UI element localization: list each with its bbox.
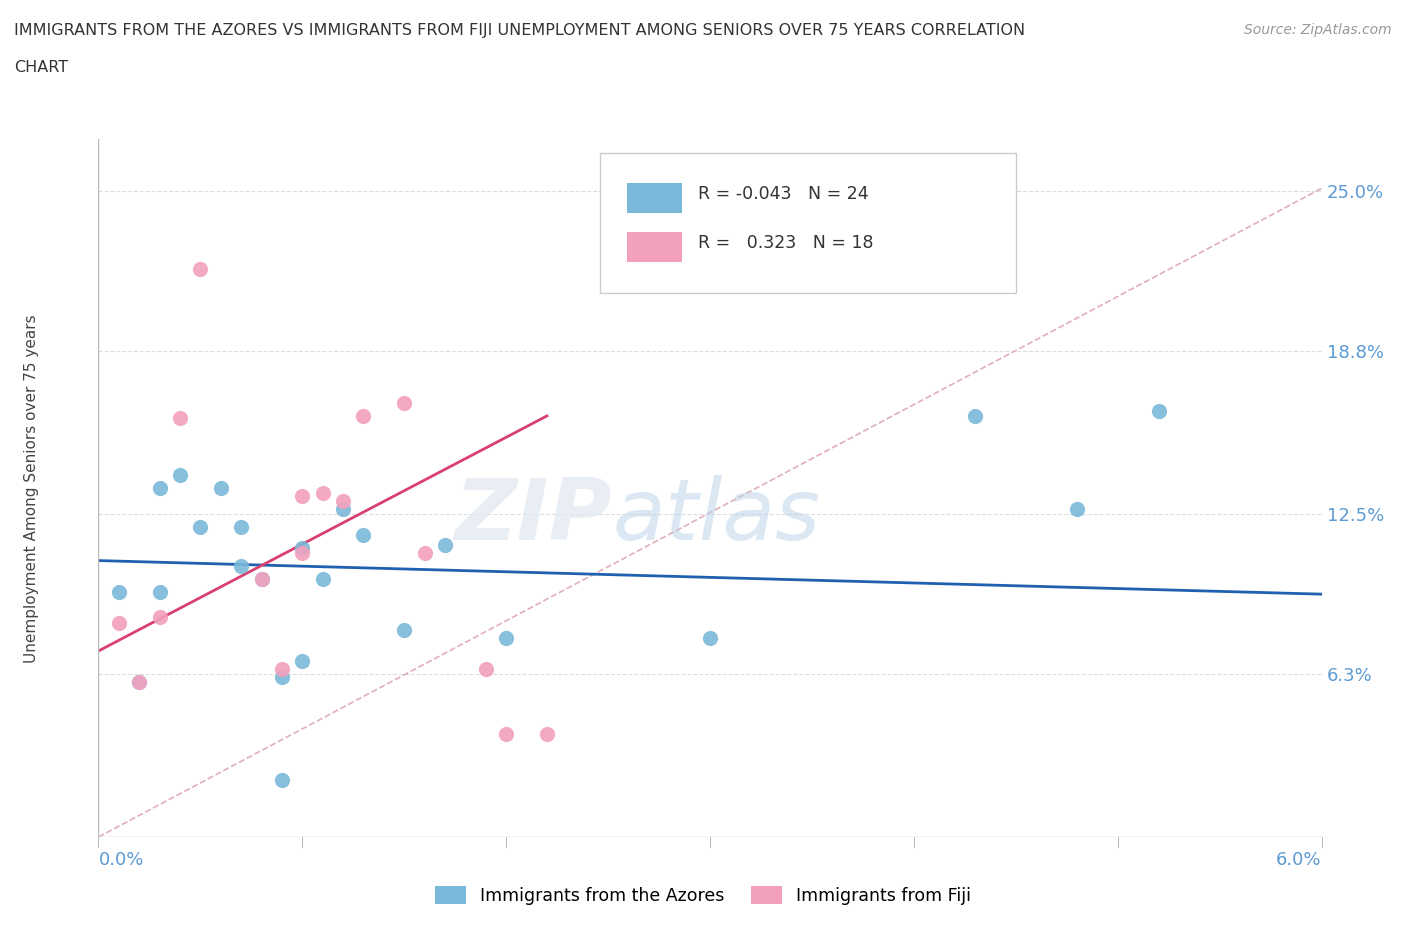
- Point: [1066, 501, 1088, 516]
- Point: [108, 615, 131, 630]
- Text: Source: ZipAtlas.com: Source: ZipAtlas.com: [1244, 23, 1392, 37]
- Point: [149, 584, 172, 599]
- Point: [250, 571, 273, 586]
- Point: [413, 545, 436, 560]
- Point: [169, 468, 191, 483]
- Text: Unemployment Among Seniors over 75 years: Unemployment Among Seniors over 75 years: [24, 314, 38, 662]
- Point: [188, 520, 212, 535]
- Point: [536, 726, 558, 741]
- Point: [209, 99, 232, 113]
- Point: [474, 661, 498, 676]
- Text: 6.0%: 6.0%: [1277, 851, 1322, 870]
- Point: [291, 540, 314, 555]
- Point: [291, 545, 314, 560]
- Point: [231, 520, 253, 535]
- Point: [291, 488, 314, 503]
- FancyBboxPatch shape: [627, 183, 682, 213]
- Point: [352, 527, 374, 542]
- Text: atlas: atlas: [612, 474, 820, 558]
- FancyBboxPatch shape: [627, 232, 682, 261]
- Text: 0.0%: 0.0%: [98, 851, 143, 870]
- Point: [270, 773, 292, 788]
- Point: [270, 670, 292, 684]
- Text: CHART: CHART: [14, 60, 67, 75]
- FancyBboxPatch shape: [600, 153, 1015, 293]
- Point: [392, 623, 416, 638]
- Point: [311, 486, 335, 501]
- Point: [108, 584, 131, 599]
- Point: [1147, 404, 1170, 418]
- Point: [188, 261, 212, 276]
- Point: [433, 538, 456, 552]
- Point: [332, 501, 354, 516]
- Point: [495, 631, 517, 645]
- Point: [291, 654, 314, 669]
- Point: [332, 494, 354, 509]
- Point: [495, 726, 517, 741]
- Point: [231, 558, 253, 573]
- Text: R =   0.323   N = 18: R = 0.323 N = 18: [697, 233, 873, 252]
- Text: R = -0.043   N = 24: R = -0.043 N = 24: [697, 185, 869, 203]
- Point: [250, 571, 273, 586]
- Legend: Immigrants from the Azores, Immigrants from Fiji: Immigrants from the Azores, Immigrants f…: [429, 880, 977, 912]
- Point: [311, 571, 335, 586]
- Point: [149, 481, 172, 496]
- Point: [352, 408, 374, 423]
- Point: [392, 395, 416, 410]
- Text: ZIP: ZIP: [454, 474, 612, 558]
- Point: [149, 610, 172, 625]
- Point: [270, 661, 292, 676]
- Point: [128, 674, 150, 689]
- Point: [699, 631, 721, 645]
- Text: IMMIGRANTS FROM THE AZORES VS IMMIGRANTS FROM FIJI UNEMPLOYMENT AMONG SENIORS OV: IMMIGRANTS FROM THE AZORES VS IMMIGRANTS…: [14, 23, 1025, 38]
- Point: [209, 481, 232, 496]
- Point: [128, 674, 150, 689]
- Point: [963, 408, 986, 423]
- Point: [169, 411, 191, 426]
